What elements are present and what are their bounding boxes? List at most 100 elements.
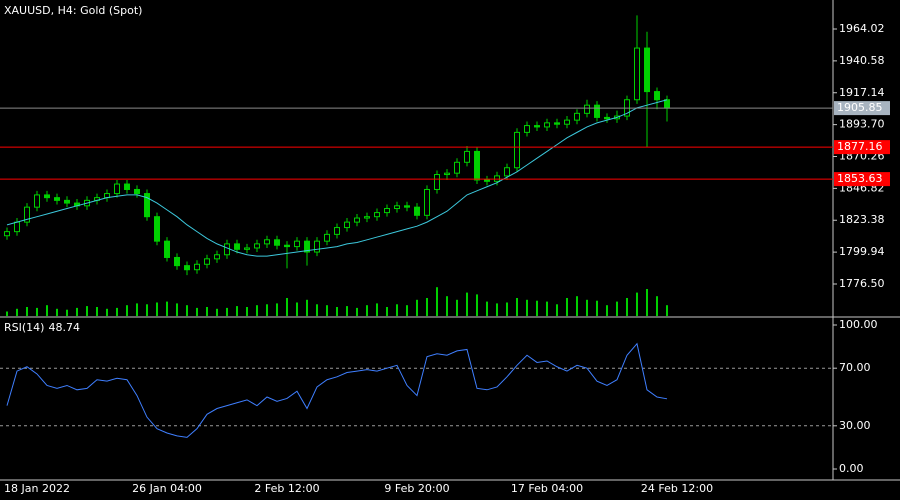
x-tick-label: 17 Feb 04:00 xyxy=(511,482,583,495)
y-tick-label: 1893.70 xyxy=(839,118,885,131)
y-tick-label: 70.00 xyxy=(839,361,871,374)
volume-bar xyxy=(446,296,448,316)
volume-bar xyxy=(226,307,228,316)
candle-body xyxy=(544,122,550,128)
volume-bar xyxy=(136,303,138,316)
volume-bar xyxy=(316,304,318,316)
candle-body xyxy=(314,240,320,253)
indicator-value: 48.74 xyxy=(48,321,80,334)
volume-bar xyxy=(346,306,348,316)
x-tick-label: 2 Feb 12:00 xyxy=(254,482,319,495)
volume-bar xyxy=(646,289,648,316)
volume-bar xyxy=(186,305,188,316)
volume-bar xyxy=(206,307,208,316)
volume-bar xyxy=(126,305,128,316)
candle-body xyxy=(334,227,340,235)
volume-bar xyxy=(296,302,298,316)
volume-bar xyxy=(86,306,88,316)
volume-bar xyxy=(476,294,478,316)
volume-bar xyxy=(616,301,618,316)
candle-body xyxy=(454,161,460,174)
volume-bar xyxy=(66,309,68,316)
candle-body xyxy=(584,104,590,114)
x-tick-label: 18 Jan 2022 xyxy=(4,482,70,495)
candle-body xyxy=(234,243,240,250)
volume-bar xyxy=(456,299,458,316)
candle-body xyxy=(114,183,120,195)
candle-body xyxy=(34,194,40,208)
candle-body xyxy=(474,150,480,181)
volume-bar xyxy=(406,305,408,316)
volume-bar xyxy=(336,307,338,316)
price-label: 1905.85 xyxy=(837,101,883,114)
volume-bar xyxy=(166,301,168,316)
candle-body xyxy=(644,47,650,93)
candle-body xyxy=(564,119,570,125)
candle-body xyxy=(274,239,280,246)
candle-body xyxy=(424,188,430,216)
volume-bar xyxy=(326,305,328,316)
candle-body xyxy=(654,91,660,101)
level-tag xyxy=(834,140,890,155)
moving-average xyxy=(6,99,668,257)
y-tick-label: 100.00 xyxy=(839,318,878,331)
volume-bar xyxy=(486,301,488,316)
volume-bar xyxy=(236,306,238,316)
candle-body xyxy=(14,221,20,233)
candle-body xyxy=(244,247,250,250)
volume-bar xyxy=(556,304,558,316)
volume-bar xyxy=(216,308,218,316)
volume-bar xyxy=(536,300,538,316)
volume-bar xyxy=(396,304,398,316)
volume-bar xyxy=(26,307,28,316)
candle-body xyxy=(364,216,370,219)
level-tag xyxy=(834,172,890,187)
candle-body xyxy=(24,206,30,223)
volume-bar xyxy=(656,296,658,316)
volume-bar xyxy=(416,299,418,316)
candle-body xyxy=(64,199,70,204)
volume-bar xyxy=(106,308,108,316)
volume-bar xyxy=(96,307,98,316)
volume-bar xyxy=(76,307,78,316)
candle-body xyxy=(124,183,130,190)
candle-body xyxy=(384,208,390,214)
y-tick-label: 1917.14 xyxy=(839,86,885,99)
y-tick-label: 0.00 xyxy=(839,462,864,475)
volume-bar xyxy=(46,305,48,316)
volume-bar xyxy=(376,303,378,316)
candle-body xyxy=(344,221,350,229)
volume-bar xyxy=(516,298,518,316)
y-tick-label: 1964.02 xyxy=(839,22,885,35)
volume-bar xyxy=(626,298,628,316)
candle-body xyxy=(414,206,420,216)
volume-bar xyxy=(366,305,368,316)
candle-body xyxy=(664,99,670,109)
candle-body xyxy=(484,179,490,182)
x-tick-label: 9 Feb 20:00 xyxy=(384,482,449,495)
candle-body xyxy=(434,174,440,190)
volume-bar xyxy=(6,311,8,316)
candle-body xyxy=(594,104,600,118)
volume-bar xyxy=(256,305,258,316)
candle-body xyxy=(194,263,200,271)
volume-bar xyxy=(576,296,578,316)
volume-bar xyxy=(636,292,638,316)
candle-body xyxy=(554,122,560,125)
volume-bar xyxy=(506,302,508,316)
volume-bar xyxy=(176,303,178,316)
candle-body xyxy=(144,193,150,218)
candle-body xyxy=(134,188,140,195)
candle-body xyxy=(494,175,500,182)
y-tick-label: 1823.38 xyxy=(839,213,885,226)
volume-bar xyxy=(436,287,438,316)
candle-body xyxy=(264,239,270,245)
candle-body xyxy=(634,47,640,101)
y-tick-label: 30.00 xyxy=(839,419,871,432)
volume-bar xyxy=(386,307,388,316)
candle-body xyxy=(514,131,520,169)
candle-body xyxy=(444,172,450,176)
